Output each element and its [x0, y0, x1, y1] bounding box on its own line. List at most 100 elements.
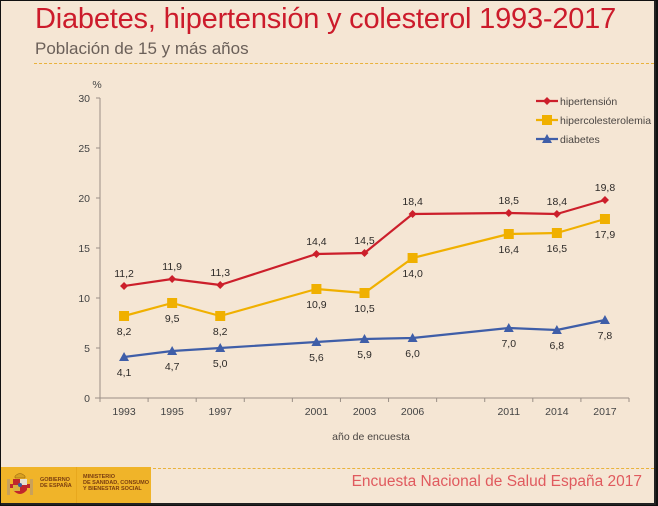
x-tick-label: 1993	[112, 406, 136, 418]
coat-of-arms-icon	[7, 473, 33, 495]
series-hipertensión: 11,2 11,9 11,3 14,4 14,5 18,4 18,5 18,4 19,8	[114, 182, 615, 290]
x-tick-label: 2006	[401, 406, 425, 418]
series-line	[123, 217, 606, 318]
data-label: 4,7	[165, 361, 180, 373]
data-label: 19,8	[595, 182, 616, 194]
footer-divider	[153, 468, 654, 469]
data-point-square	[551, 228, 562, 238]
data-point-triangle	[359, 334, 370, 343]
ministerio-logo-text: MINISTERIO DE SANIDAD, CONSUMO Y BIENEST…	[83, 474, 150, 492]
data-point-diamond	[600, 196, 609, 204]
legend-label: diabetes	[560, 134, 600, 146]
data-point-diamond	[216, 281, 225, 289]
data-label: 14,0	[402, 268, 423, 280]
data-point-diamond	[120, 282, 129, 290]
gobierno-logo-text: GOBIERNO DE ESPAÑA	[40, 477, 72, 489]
government-logo-band: GOBIERNO DE ESPAÑA MINISTERIO DE SANIDAD…	[1, 467, 151, 503]
data-label: 11,2	[114, 268, 134, 280]
data-label: 16,5	[547, 243, 568, 255]
data-label: 11,9	[162, 261, 182, 273]
y-tick-label: 0	[84, 393, 90, 405]
legend-label: hipertensión	[560, 96, 617, 108]
header-divider	[34, 63, 654, 64]
data-label: 14,5	[354, 235, 375, 247]
legend-item-hipercolesterolemia: hipercolesterolemia	[536, 115, 651, 127]
data-point-square	[503, 229, 514, 239]
logo-divider	[76, 467, 77, 503]
source-text: Encuesta Nacional de Salud España 2017	[351, 473, 642, 490]
series-hipercolesterolemia: 8,2 9,5 8,2 10,9 10,5 14,0 16,4 16,5 17,9	[117, 214, 616, 338]
data-point-square	[215, 311, 226, 321]
y-axis-unit-label: %	[92, 79, 101, 91]
series-diabetes: 4,1 4,7 5,0 5,6 5,9 6,0 7,0 6,8 7,8	[117, 315, 613, 379]
x-axis-title: año de encuesta	[332, 431, 410, 443]
legend: hipertensión hipercolesterolemia diabetes	[536, 96, 651, 146]
data-point-diamond	[552, 210, 561, 218]
data-point-triangle	[503, 323, 514, 332]
data-label: 7,0	[501, 338, 516, 350]
chart-subtitle: Población de 15 y más años	[35, 39, 249, 58]
data-point-triangle	[215, 343, 226, 352]
data-point-triangle	[542, 134, 552, 143]
data-point-diamond	[504, 209, 513, 217]
data-point-diamond	[168, 275, 177, 283]
data-point-diamond	[408, 210, 417, 218]
data-point-triangle	[551, 325, 562, 334]
data-point-triangle	[167, 346, 178, 355]
data-label: 18,4	[402, 196, 423, 208]
data-label: 4,1	[117, 367, 132, 379]
y-tick-label: 30	[78, 93, 90, 105]
x-tick-label: 2001	[305, 406, 329, 418]
data-label: 5,6	[309, 352, 324, 364]
y-tick-label: 10	[78, 293, 90, 305]
data-point-triangle	[599, 315, 610, 324]
data-point-square	[119, 311, 130, 321]
legend-label: hipercolesterolemia	[560, 115, 651, 127]
data-label: 5,9	[357, 349, 372, 361]
data-label: 8,2	[213, 326, 228, 338]
series-group: 11,2 11,9 11,3 14,4 14,5 18,4 18,5 18,4 19,8 8,2 9…	[114, 182, 615, 379]
legend-item-diabetes: diabetes	[536, 134, 600, 146]
data-point-square	[167, 298, 178, 308]
data-point-diamond	[312, 250, 321, 258]
data-label: 14,4	[306, 236, 327, 248]
x-tick-label: 1995	[160, 406, 184, 418]
data-point-diamond	[543, 97, 551, 105]
data-point-triangle	[407, 333, 418, 342]
data-point-diamond	[360, 249, 369, 257]
data-label: 11,3	[210, 267, 230, 279]
data-label: 18,4	[547, 196, 568, 208]
data-label: 10,9	[306, 299, 327, 311]
data-point-triangle	[119, 352, 130, 361]
data-label: 18,5	[499, 195, 520, 207]
x-tick-label: 1997	[209, 406, 233, 418]
data-label: 9,5	[165, 313, 180, 325]
data-label: 10,5	[354, 303, 375, 315]
axes: 0 5 10 15 20 25 30% 1993 1995 1997 2001 2003 2006 201…	[78, 79, 630, 443]
data-point-square	[359, 288, 370, 298]
x-tick-label: 2003	[353, 406, 377, 418]
y-tick-label: 5	[84, 343, 90, 355]
data-point-triangle	[311, 337, 322, 346]
data-label: 5,0	[213, 358, 228, 370]
x-tick-label: 2014	[545, 406, 569, 418]
data-label: 7,8	[598, 330, 613, 342]
x-tick-label: 2017	[593, 406, 617, 418]
data-label: 6,0	[405, 348, 420, 360]
y-tick-label: 25	[78, 143, 90, 155]
data-label: 6,8	[550, 340, 565, 352]
x-tick-label: 2011	[497, 406, 520, 418]
legend-item-hipertensión: hipertensión	[536, 96, 617, 108]
data-point-square	[542, 115, 552, 125]
chart-title: Diabetes, hipertensión y colesterol 1993…	[35, 3, 617, 35]
data-label: 8,2	[117, 326, 132, 338]
data-point-square	[599, 214, 610, 224]
y-tick-label: 20	[78, 193, 90, 205]
data-label: 17,9	[595, 229, 616, 241]
data-label: 16,4	[499, 244, 520, 256]
data-point-square	[407, 253, 418, 263]
y-tick-label: 15	[78, 243, 90, 255]
data-point-square	[311, 284, 322, 294]
